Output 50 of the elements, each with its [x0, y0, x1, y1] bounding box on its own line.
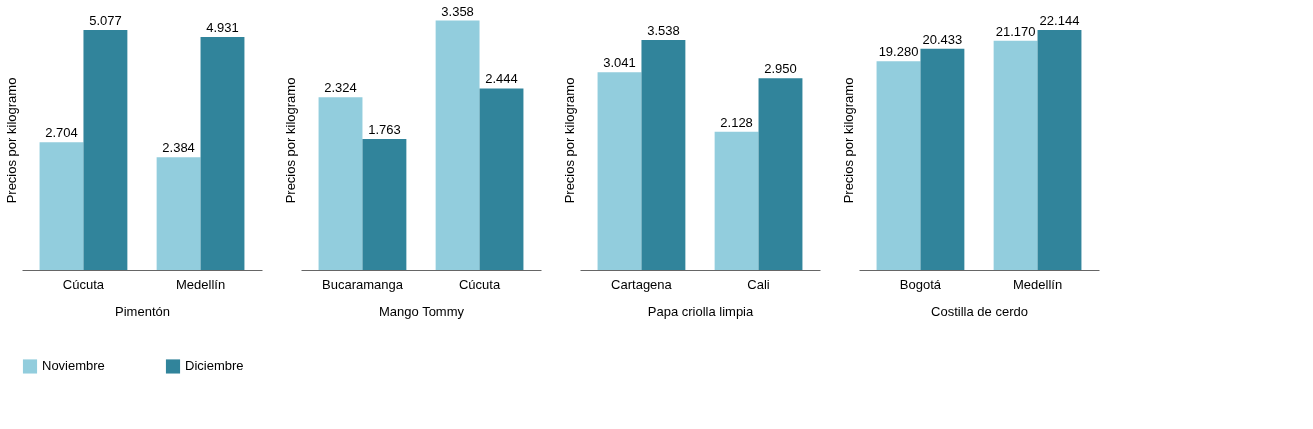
x-tick-label: Cúcuta: [458, 276, 501, 292]
x-axis-title: Papa criolla limpia: [647, 303, 755, 319]
x-axis-title: Pimentón: [115, 303, 170, 319]
x-tick-label: Bogotá: [899, 276, 942, 292]
x-tick-label: Medellín: [175, 276, 226, 292]
data-label: 2.444: [485, 71, 518, 87]
legend-label: Noviembre: [42, 358, 105, 374]
bar: [1037, 30, 1082, 270]
data-label: 20.433: [922, 31, 963, 47]
bar: [993, 40, 1038, 270]
bar: [597, 72, 642, 270]
legend-label: Diciembre: [185, 358, 244, 374]
data-label: 4.931: [206, 19, 239, 35]
data-label: 5.077: [89, 13, 122, 28]
bar: [156, 157, 201, 270]
data-label: 2.324: [324, 80, 357, 96]
data-label: 3.358: [441, 3, 474, 19]
bar: [714, 131, 759, 270]
data-label: 1.763: [368, 122, 401, 138]
y-axis-title: Precios por kilogramo: [561, 77, 577, 204]
bar: [83, 30, 128, 270]
x-axis-title: Costilla de cerdo: [931, 303, 1028, 319]
data-label: 3.041: [603, 55, 636, 71]
bar: [39, 142, 84, 270]
bar: [362, 139, 407, 270]
bar: [876, 61, 921, 270]
x-tick-label: Medellín: [1012, 276, 1063, 292]
data-label: 21.170: [995, 23, 1036, 39]
x-tick-label: Bucaramanga: [321, 276, 404, 292]
bar: [200, 36, 245, 270]
bar: [920, 48, 965, 270]
data-label: 2.704: [45, 125, 78, 141]
bar: [435, 20, 480, 270]
x-tick-label: Cúcuta: [62, 276, 105, 292]
data-label: 19.280: [878, 44, 919, 60]
bar: [641, 40, 686, 270]
y-axis-title: Precios por kilogramo: [282, 77, 298, 204]
data-label: 2.128: [720, 114, 753, 130]
x-tick-label: Cali: [747, 276, 770, 292]
bar: [758, 78, 803, 270]
data-label: 3.538: [647, 23, 680, 39]
data-label: 22.144: [1039, 13, 1080, 29]
x-axis-title: Mango Tommy: [378, 303, 465, 319]
x-tick-label: Cartagena: [611, 276, 673, 292]
y-axis-title: Precios por kilogramo: [3, 77, 19, 204]
data-label: 2.384: [162, 140, 195, 156]
bar: [318, 97, 363, 270]
bar: [479, 88, 524, 270]
data-label: 2.950: [764, 61, 797, 77]
y-axis-title: Precios por kilogramo: [840, 77, 856, 204]
